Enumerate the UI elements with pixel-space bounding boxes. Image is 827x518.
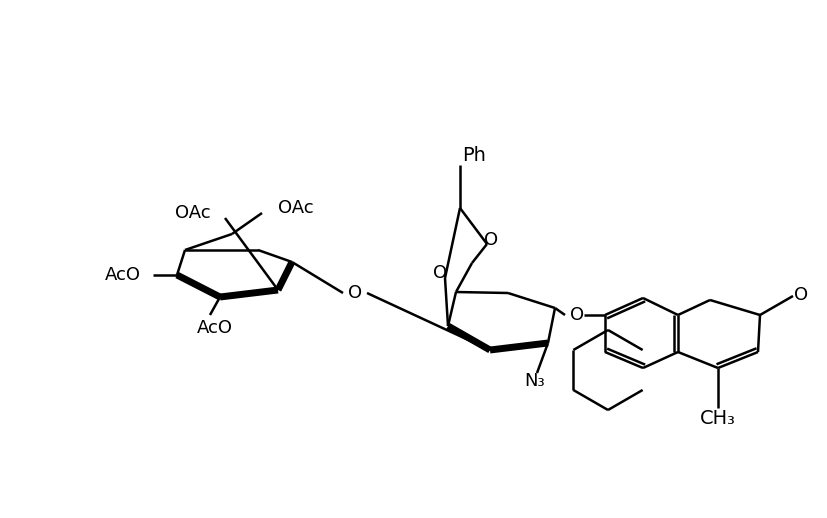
- Text: Ph: Ph: [461, 146, 485, 165]
- Text: O: O: [793, 286, 807, 304]
- Text: O: O: [483, 231, 498, 249]
- Text: O: O: [347, 284, 361, 302]
- Text: O: O: [569, 306, 583, 324]
- Text: AcO: AcO: [197, 319, 232, 337]
- Text: O: O: [433, 264, 447, 282]
- Text: AcO: AcO: [105, 266, 141, 284]
- Text: CH₃: CH₃: [699, 409, 735, 427]
- Text: OAc: OAc: [175, 204, 211, 222]
- Text: N₃: N₃: [524, 372, 545, 390]
- Text: OAc: OAc: [278, 199, 313, 217]
